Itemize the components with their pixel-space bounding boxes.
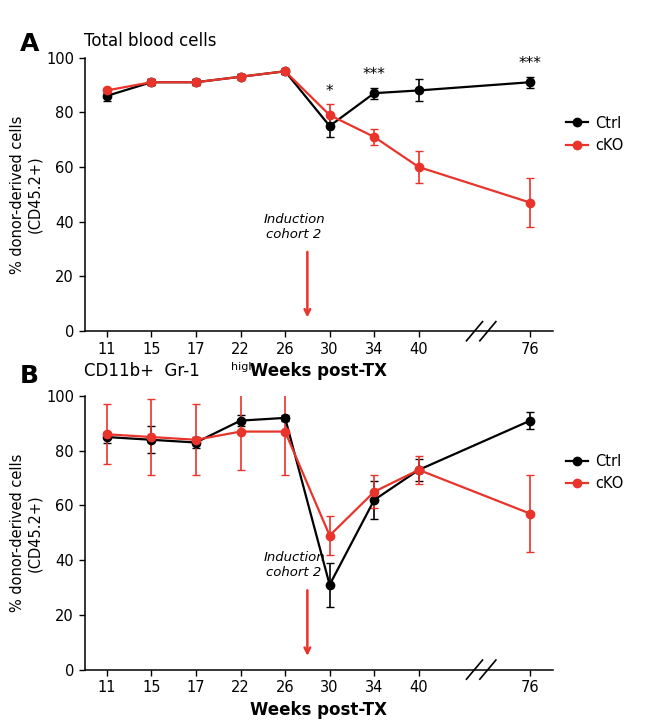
Text: Total blood cells: Total blood cells xyxy=(84,32,217,50)
Legend: Ctrl, cKO: Ctrl, cKO xyxy=(560,109,629,158)
Text: ***: *** xyxy=(519,56,541,71)
Legend: Ctrl, cKO: Ctrl, cKO xyxy=(560,448,629,497)
Y-axis label: % donor-derived cells
(CD45.2+): % donor-derived cells (CD45.2+) xyxy=(10,115,42,274)
Text: Induction
cohort 2: Induction cohort 2 xyxy=(263,552,325,580)
Text: high: high xyxy=(231,362,255,372)
X-axis label: Weeks post-TX: Weeks post-TX xyxy=(250,362,387,380)
X-axis label: Weeks post-TX: Weeks post-TX xyxy=(250,701,387,719)
Text: A: A xyxy=(20,32,39,56)
Text: ***: *** xyxy=(363,67,385,82)
Text: CD11b+  Gr-1: CD11b+ Gr-1 xyxy=(84,362,200,380)
Text: Induction
cohort 2: Induction cohort 2 xyxy=(263,213,325,241)
Text: *: * xyxy=(326,84,333,99)
Text: B: B xyxy=(20,364,38,387)
Y-axis label: % donor-derived cells
(CD45.2+): % donor-derived cells (CD45.2+) xyxy=(10,454,42,612)
